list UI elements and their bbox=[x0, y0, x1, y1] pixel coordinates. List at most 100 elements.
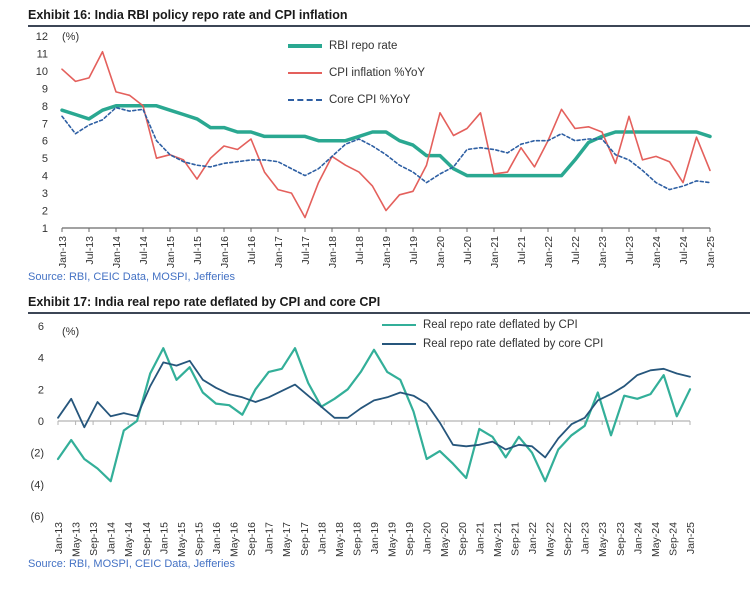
series-line bbox=[56, 347, 692, 483]
real-repo-rate-chart: 6 4 2 0 (2) (4) (6) Jan-13 May-13 Sep-13 Jan-14 May… bbox=[31, 321, 697, 557]
x-tick-label: Jan-13 bbox=[57, 236, 69, 268]
legend-item: RBI repo rate bbox=[288, 37, 425, 55]
legend-label: Real repo rate deflated by core CPI bbox=[423, 338, 604, 350]
x-tick-label: Jan-23 bbox=[597, 236, 609, 268]
x-tick-label: May-24 bbox=[650, 522, 662, 557]
exhibit-17-legend: Real repo rate deflated by CPI Real repo … bbox=[382, 316, 603, 354]
x-tick-label: May-14 bbox=[123, 522, 135, 557]
exhibit-17-title-rule bbox=[28, 312, 750, 314]
y-tick-label: 2 bbox=[42, 206, 48, 218]
x-tick-label: Jan-22 bbox=[543, 236, 555, 268]
x-tick-label: Jul-23 bbox=[624, 236, 636, 265]
y-tick-label: 5 bbox=[42, 153, 48, 165]
y-tick-label: 7 bbox=[42, 118, 48, 130]
exhibit-16-legend: RBI repo rate CPI inflation %YoY Core CPI … bbox=[288, 37, 425, 118]
repo-rate-cpi-inflation-chart: 12 11 10 9 8 7 6 5 4 3 2 1 Jan-13 Jul-13 Jan-14 Jul-14 J… bbox=[36, 31, 717, 268]
exhibit-16-section: Exhibit 16: India RBI policy repo rate a… bbox=[0, 8, 756, 283]
x-tick-label: Sep-16 bbox=[246, 522, 258, 556]
exhibit-17-source: Source: RBI, MOSPI, CEIC Data, Jefferies bbox=[28, 558, 236, 570]
x-tick-label: Jan-19 bbox=[381, 236, 393, 268]
x-tick-label: Jan-21 bbox=[474, 522, 486, 554]
legend-label: RBI repo rate bbox=[329, 40, 398, 52]
x-tick-label: May-16 bbox=[229, 522, 241, 557]
y-tick-label: 3 bbox=[42, 188, 48, 200]
x-tick-label: Sep-15 bbox=[193, 522, 205, 556]
x-tick-label: Jan-22 bbox=[527, 522, 539, 554]
x-tick-label: Jul-15 bbox=[192, 236, 204, 265]
x-tick-label: May-15 bbox=[176, 522, 188, 557]
y-tick-label: 1 bbox=[42, 223, 48, 235]
x-tick-label: Jan-17 bbox=[273, 236, 285, 268]
x-tick-label: Jan-25 bbox=[685, 522, 697, 554]
exhibit-16-unit-label: (%) bbox=[62, 31, 80, 43]
x-tick-label: Jul-24 bbox=[678, 236, 690, 265]
exhibit-16-title-rule bbox=[28, 25, 750, 27]
x-tick-label: Jan-24 bbox=[651, 236, 663, 268]
legend-line-swatch bbox=[288, 44, 322, 48]
x-tick-label: Jan-23 bbox=[580, 522, 592, 554]
y-tick-label: 0 bbox=[38, 416, 44, 428]
x-tick-label: May-22 bbox=[545, 522, 557, 557]
y-tick-label: 8 bbox=[42, 101, 48, 113]
x-tick-label: May-18 bbox=[334, 522, 346, 557]
x-tick-label: May-20 bbox=[439, 522, 451, 557]
x-tick-label: Jan-24 bbox=[632, 522, 644, 554]
exhibit-16-source: Source: RBI, CEIC Data, MOSPI, Jefferies bbox=[28, 271, 236, 283]
series-line bbox=[60, 104, 712, 178]
x-tick-label: Sep-22 bbox=[562, 522, 574, 556]
x-tick-label: Sep-20 bbox=[457, 522, 469, 556]
x-tick-label: Jul-21 bbox=[516, 236, 528, 265]
y-tick-label: 11 bbox=[37, 49, 48, 61]
y-tick-label: (4) bbox=[31, 479, 44, 491]
y-tick-label: 9 bbox=[42, 83, 48, 95]
x-tick-label: Jan-21 bbox=[489, 236, 501, 268]
x-tick-label: May-13 bbox=[71, 522, 83, 557]
report-page: Exhibit 16: India RBI policy repo rate a… bbox=[0, 8, 756, 570]
x-tick-label: Jul-22 bbox=[570, 236, 582, 265]
y-tick-label: (2) bbox=[31, 448, 44, 460]
x-tick-label: Jan-13 bbox=[53, 522, 65, 554]
exhibit-17-title: Exhibit 17: India real repo rate deflate… bbox=[28, 295, 381, 309]
x-tick-label: Jul-13 bbox=[84, 236, 96, 265]
x-tick-label: Jan-20 bbox=[435, 236, 447, 268]
exhibit-17-unit-label: (%) bbox=[62, 326, 80, 338]
x-tick-label: Sep-17 bbox=[299, 522, 311, 556]
x-tick-label: Jan-15 bbox=[158, 522, 170, 554]
exhibit-16-chart-area: (%) RBI repo rate CPI inflation %YoY Core … bbox=[0, 29, 756, 271]
exhibit-16-title: Exhibit 16: India RBI policy repo rate a… bbox=[28, 8, 348, 22]
y-tick-label: 4 bbox=[38, 353, 44, 365]
x-tick-label: Jul-19 bbox=[408, 236, 420, 265]
y-tick-label: (6) bbox=[31, 511, 44, 523]
x-tick-label: Jul-14 bbox=[138, 236, 150, 265]
legend-item: Real repo rate deflated by core CPI bbox=[382, 335, 603, 353]
x-tick-label: May-21 bbox=[492, 522, 504, 557]
x-tick-label: May-23 bbox=[597, 522, 609, 557]
x-tick-label: Jan-15 bbox=[165, 236, 177, 268]
x-tick-label: Jan-18 bbox=[316, 522, 328, 554]
series-line bbox=[57, 359, 691, 459]
x-tick-label: Jan-19 bbox=[369, 522, 381, 554]
x-tick-label: Sep-18 bbox=[351, 522, 363, 556]
legend-item: Core CPI %YoY bbox=[288, 91, 425, 109]
x-tick-label: Jan-16 bbox=[211, 522, 223, 554]
x-tick-label: Jan-20 bbox=[422, 522, 434, 554]
legend-item: Real repo rate deflated by CPI bbox=[382, 316, 603, 334]
x-tick-label: Jan-17 bbox=[264, 522, 276, 554]
x-tick-label: Jan-18 bbox=[327, 236, 339, 268]
x-tick-label: Sep-14 bbox=[141, 522, 153, 556]
x-tick-label: Sep-21 bbox=[509, 522, 521, 556]
x-tick-label: Jul-20 bbox=[462, 236, 474, 265]
x-tick-label: Sep-24 bbox=[667, 522, 679, 556]
y-tick-label: 6 bbox=[42, 136, 48, 148]
y-tick-label: 2 bbox=[38, 384, 44, 396]
legend-line-swatch bbox=[288, 99, 322, 101]
exhibit-17-section: Exhibit 17: India real repo rate deflate… bbox=[0, 295, 756, 570]
exhibit-17-chart-area: (%) Real repo rate deflated by CPI Real r… bbox=[0, 316, 756, 558]
x-tick-label: Jul-16 bbox=[246, 236, 258, 265]
x-tick-label: Sep-13 bbox=[88, 522, 100, 556]
x-tick-label: Jul-18 bbox=[354, 236, 366, 265]
x-tick-label: Jan-14 bbox=[106, 522, 118, 554]
y-tick-label: 10 bbox=[36, 66, 48, 78]
x-tick-label: Jan-14 bbox=[111, 236, 123, 268]
series-line bbox=[61, 106, 711, 191]
